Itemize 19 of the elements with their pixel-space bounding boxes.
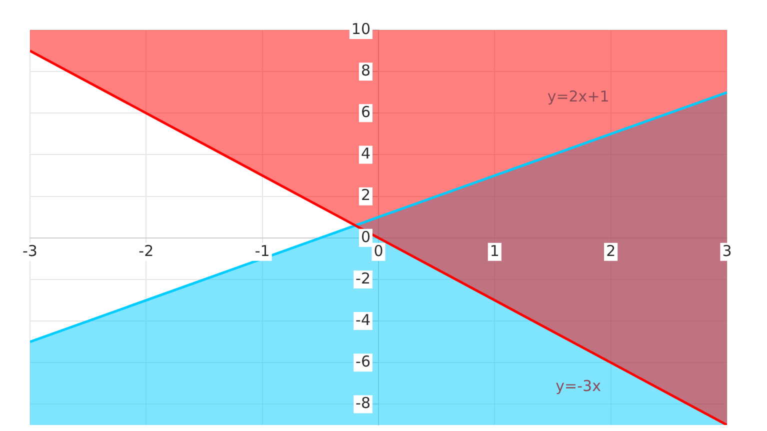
x-tick-label: -2 [138,242,154,260]
x-tick-label: 0 [374,242,384,260]
series-label: y=2x+1 [547,87,610,106]
y-tick-label: 6 [360,103,370,122]
x-tick-label: -1 [254,242,270,260]
y-tick-label: -8 [356,394,370,412]
y-tick-label: 2 [360,186,370,204]
x-tick-label: 3 [722,242,732,260]
x-tick-label: -3 [22,242,38,260]
series-label: y=-3x [556,377,602,396]
x-tick-label: 1 [490,242,500,260]
y-tick-label: -4 [356,310,370,329]
y-tick-label: 4 [360,144,370,163]
y-tick-label: -2 [356,269,370,288]
x-tick-label: 2 [606,242,616,260]
y-tick-label: 8 [360,61,370,80]
y-tick-label: -6 [356,352,370,371]
y-tick-label: 0 [360,228,370,246]
y-tick-label: 10 [351,20,370,38]
